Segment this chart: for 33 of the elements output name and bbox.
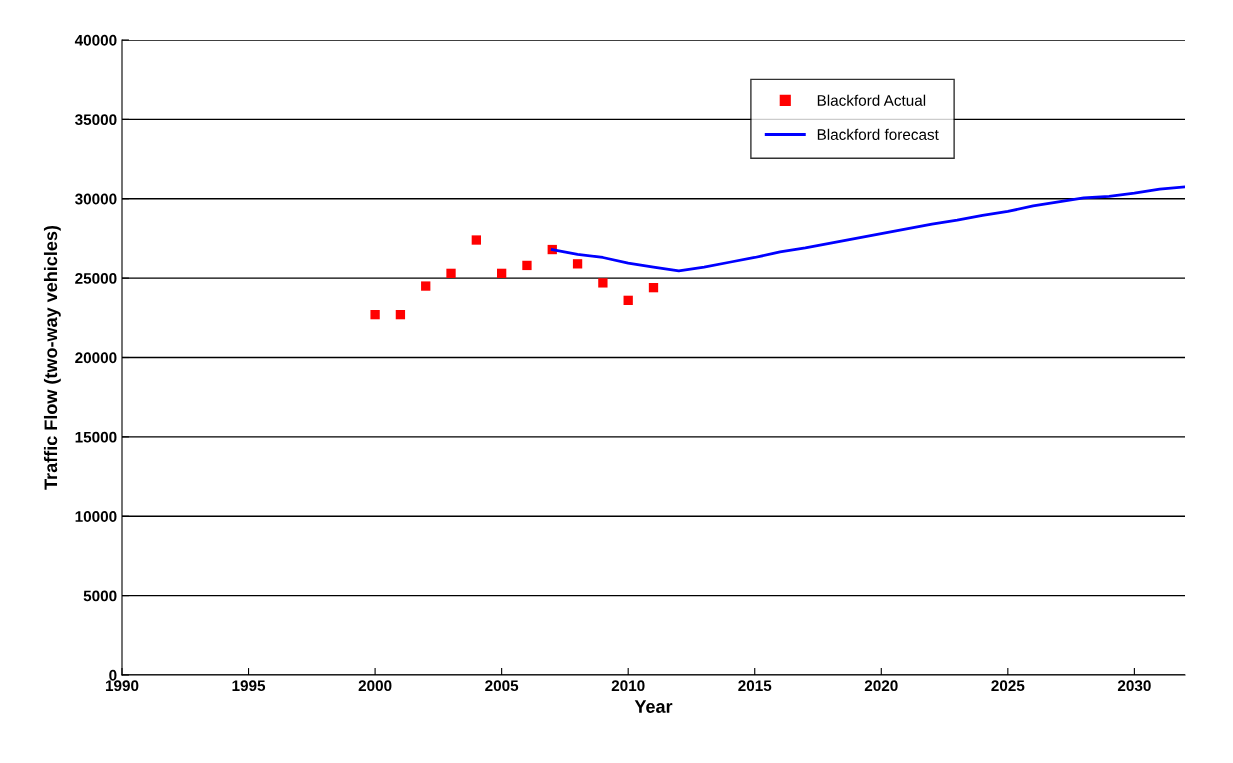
point [623,295,633,306]
point [395,309,406,320]
x-tick-label: 1995 [232,680,266,692]
x-tick-label: 2015 [738,680,772,692]
y-tick-label: 30000 [75,193,117,205]
x-tick-label: 2025 [991,680,1025,692]
y-tick-label: 15000 [75,431,117,443]
y-tick-label: 10000 [75,511,117,522]
x-tick-label: 2020 [864,680,898,692]
x-tick-label: 2005 [485,680,519,692]
point [648,282,659,293]
x-tick-label: 1990 [105,680,139,692]
x-tick-label: 2030 [1117,680,1151,692]
y-tick-label: 35000 [75,114,117,126]
point [522,260,532,271]
y-axis-title: Traffic Flow (two-way vehicles) [43,225,61,490]
y-tick-label: 40000 [74,34,117,46]
point [598,278,608,288]
legend-label: Blackford forecast [817,128,939,140]
y-tick-label: 20000 [75,352,117,364]
y-tick-label: 5000 [83,590,117,602]
y-tick-label: 0 [109,669,117,681]
point [496,268,507,279]
y-tick-label: 25000 [75,272,117,284]
point [421,281,431,291]
x-axis-title: Year [634,700,673,713]
x-tick-label: 2010 [611,680,645,692]
legend-label: Blackford Actual [817,94,926,106]
point [370,309,380,320]
point [471,235,481,245]
x-tick-label: 2000 [358,680,392,692]
point [572,259,583,269]
point [446,268,456,279]
